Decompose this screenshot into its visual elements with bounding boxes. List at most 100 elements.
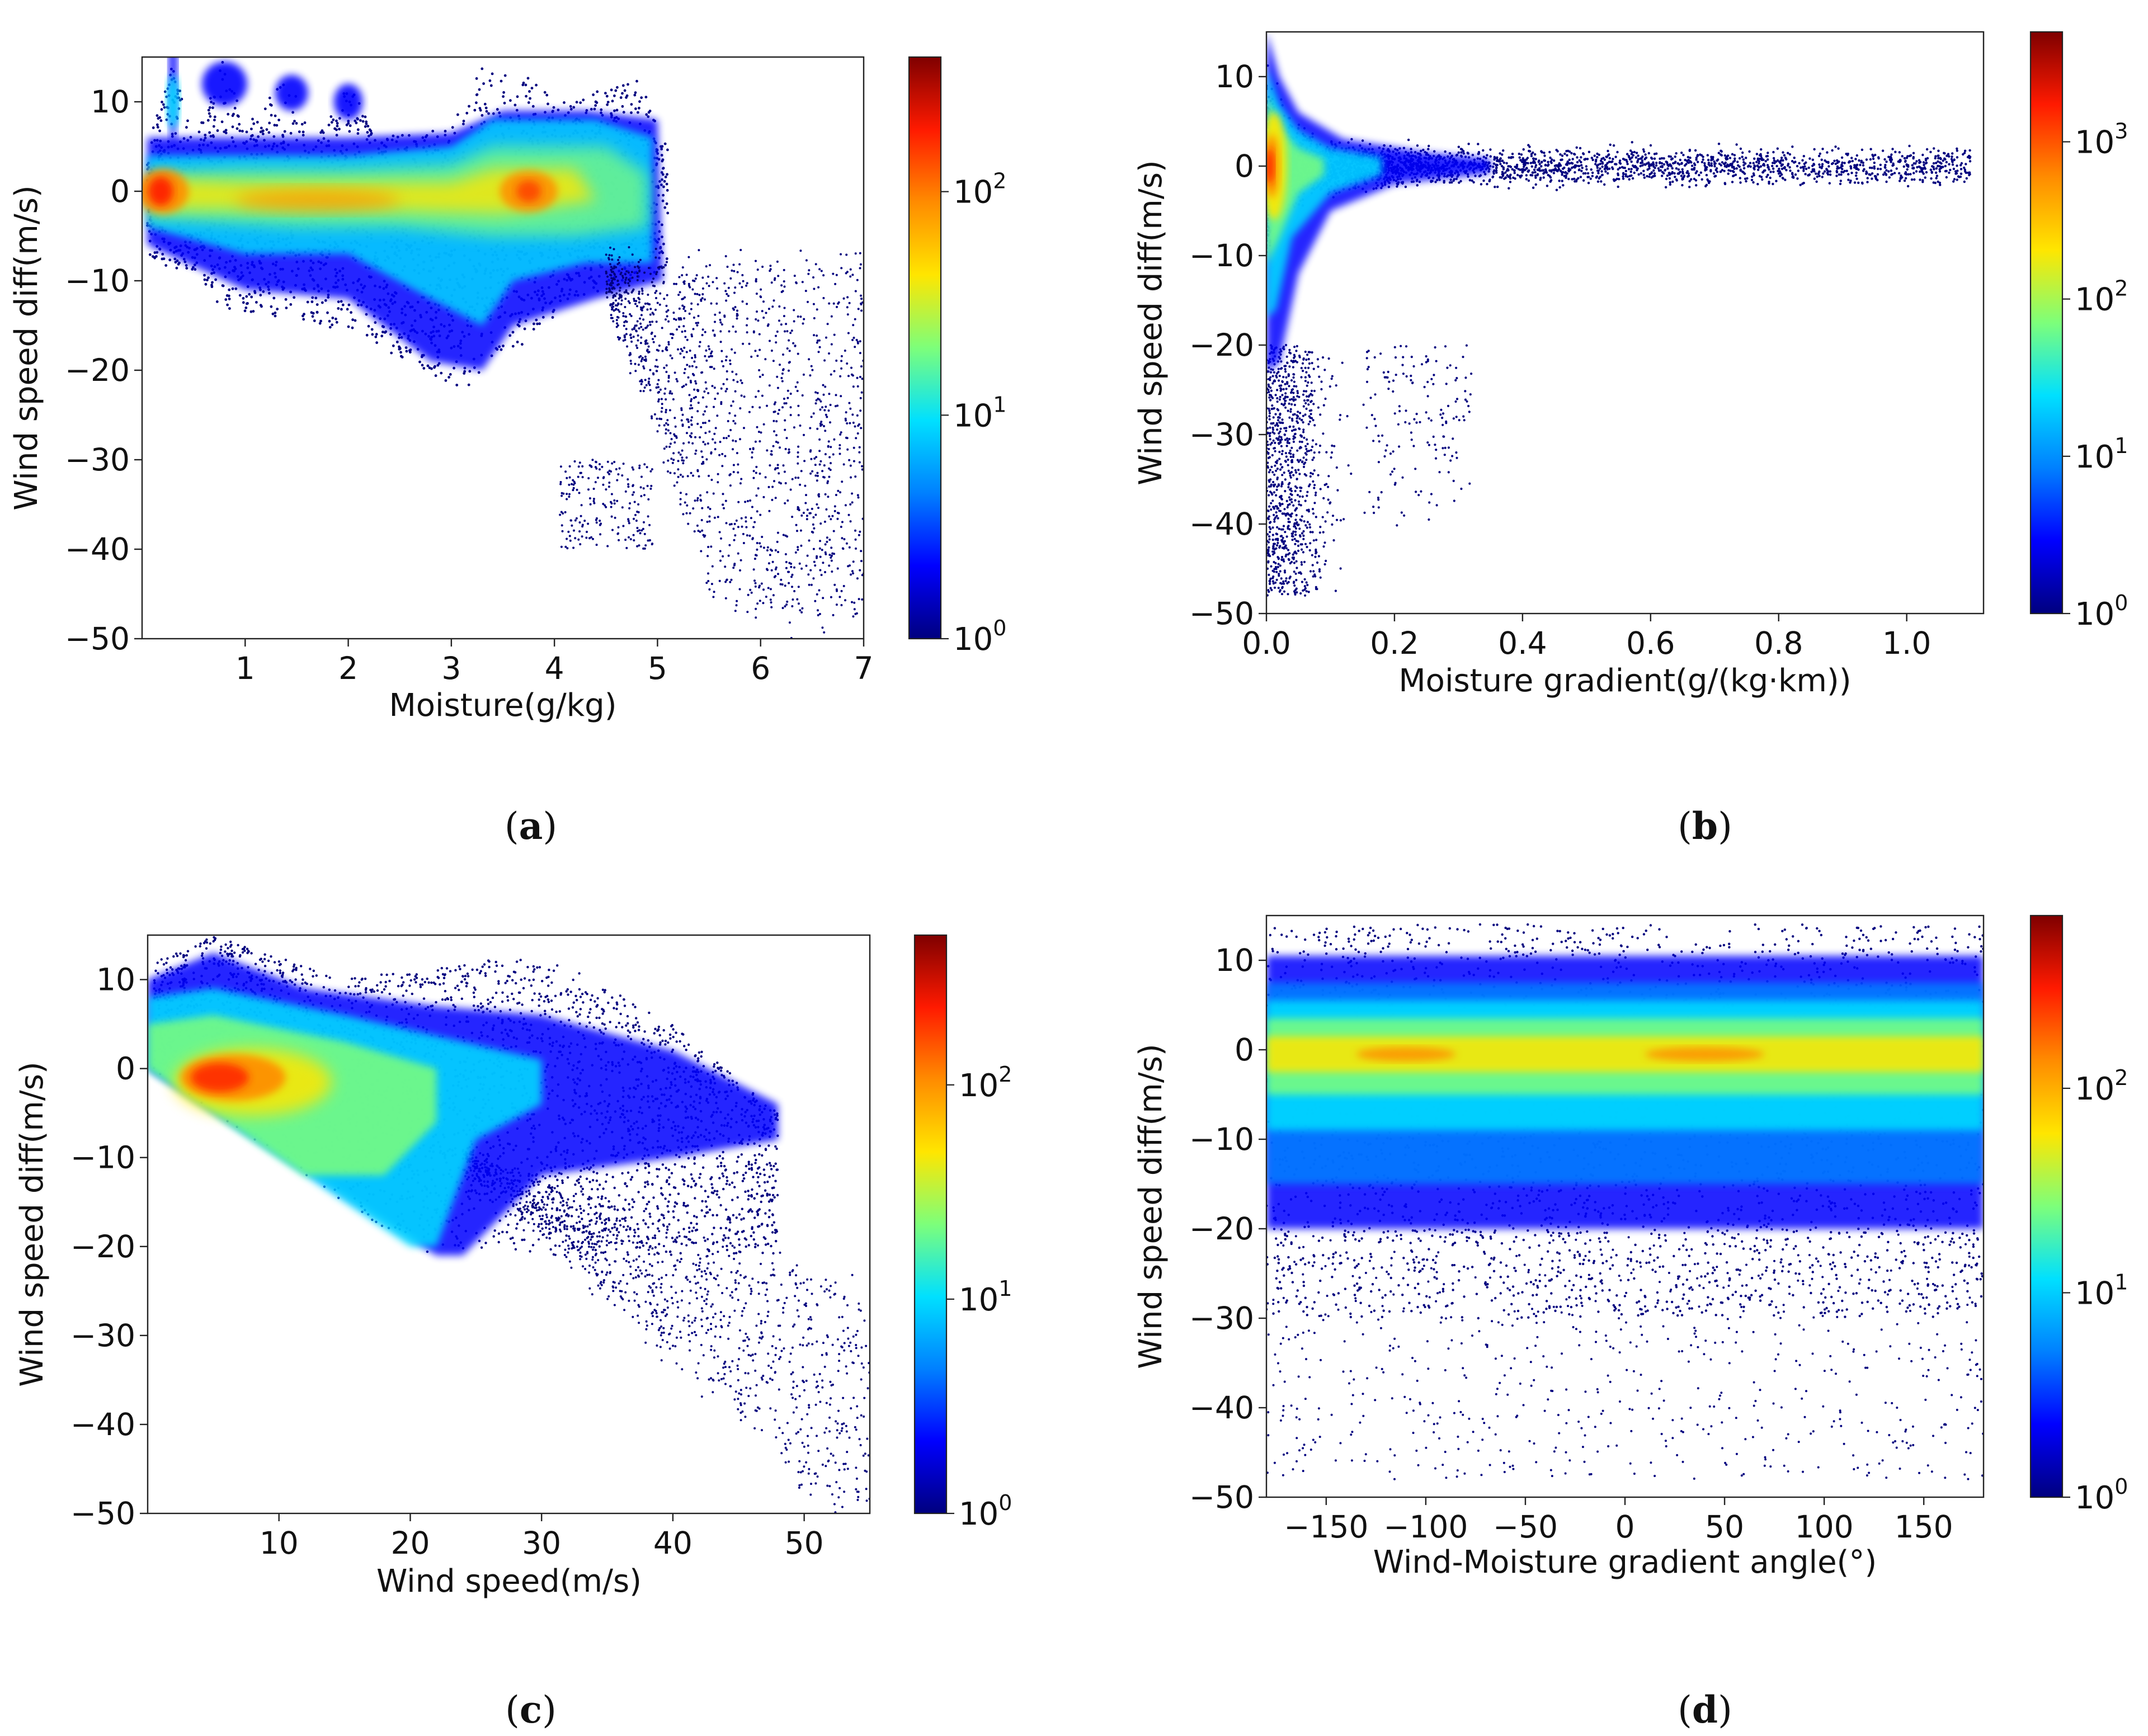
scatter-point xyxy=(780,323,783,326)
scatter-point xyxy=(773,403,776,405)
scatter-point xyxy=(809,569,812,572)
scatter-point xyxy=(642,365,645,368)
scatter-point xyxy=(627,282,630,285)
scatter-point xyxy=(759,375,761,378)
scatter-point xyxy=(672,312,675,314)
scatter-point xyxy=(818,438,821,441)
scatter-point xyxy=(533,322,535,326)
scatter-point xyxy=(283,130,286,133)
scatter-point xyxy=(856,376,859,379)
scatter-point xyxy=(746,303,748,305)
scatter-point xyxy=(604,504,606,507)
y-axis-label: Wind speed diff(m/s) xyxy=(8,185,45,511)
scatter-point xyxy=(667,309,670,312)
scatter-point xyxy=(686,432,688,435)
scatter-point xyxy=(753,521,756,523)
scatter-point xyxy=(629,280,631,282)
scatter-point xyxy=(774,411,776,413)
scatter-point xyxy=(795,281,798,284)
scatter-point xyxy=(694,395,697,398)
scatter-point xyxy=(776,441,779,444)
scatter-point xyxy=(645,113,648,116)
scatter-point xyxy=(596,90,599,93)
scatter-point xyxy=(776,464,779,466)
scatter-point xyxy=(668,445,671,448)
scatter-point xyxy=(688,285,690,287)
scatter-point xyxy=(812,577,815,580)
scatter-point xyxy=(840,267,843,270)
scatter-point xyxy=(683,280,686,283)
scatter-point xyxy=(610,266,613,268)
scatter-point xyxy=(797,445,800,448)
scatter-point xyxy=(578,530,581,533)
scatter-point xyxy=(615,108,619,112)
scatter-point xyxy=(356,117,359,121)
scatter-point xyxy=(759,542,761,545)
scatter-point xyxy=(746,331,748,334)
scatter-point xyxy=(291,122,295,125)
scatter-point xyxy=(760,582,763,585)
scatter-point xyxy=(272,296,276,300)
scatter-point xyxy=(847,375,850,378)
scatter-point xyxy=(592,93,595,96)
scatter-point xyxy=(710,350,713,353)
scatter-point xyxy=(667,376,670,379)
scatter-point xyxy=(1771,164,1774,167)
scatter-point xyxy=(837,301,840,304)
scatter-point xyxy=(670,333,672,336)
scatter-point xyxy=(636,347,639,349)
scatter-point xyxy=(828,456,831,459)
scatter-point xyxy=(248,293,251,296)
scatter-point xyxy=(312,312,315,315)
scatter-point xyxy=(682,462,685,465)
scatter-point xyxy=(846,313,849,316)
scatter-point xyxy=(593,107,596,111)
scatter-point xyxy=(620,299,623,302)
scatter-point xyxy=(841,521,844,523)
scatter-point xyxy=(702,422,704,424)
scatter-point xyxy=(720,360,723,362)
scatter-point xyxy=(468,370,472,373)
scatter-point xyxy=(653,413,656,416)
scatter-point xyxy=(746,324,748,327)
scatter-point xyxy=(699,341,701,343)
scatter-point xyxy=(492,112,495,115)
scatter-point xyxy=(644,355,647,358)
scatter-point xyxy=(516,95,519,98)
scatter-point xyxy=(575,101,578,104)
scatter-point xyxy=(592,498,595,500)
scatter-point xyxy=(735,519,738,522)
scatter-point xyxy=(851,492,854,495)
scatter-point xyxy=(268,121,271,125)
scatter-point xyxy=(337,300,340,303)
scatter-point xyxy=(267,131,271,134)
scatter-point xyxy=(824,385,827,388)
scatter-point xyxy=(625,320,628,323)
scatter-point xyxy=(228,288,231,291)
scatter-point xyxy=(825,508,828,511)
scatter-point xyxy=(840,355,843,357)
scatter-point xyxy=(1735,143,1738,146)
scatter-point xyxy=(852,460,855,463)
scatter-point xyxy=(793,309,795,312)
scatter-point xyxy=(1750,178,1754,181)
scatter-point xyxy=(395,341,399,343)
scatter-point xyxy=(845,542,848,545)
scatter-point xyxy=(813,287,816,290)
scatter-point xyxy=(365,313,368,316)
scatter-point xyxy=(329,115,333,118)
scatter-point xyxy=(647,351,650,353)
scatter-point xyxy=(701,507,704,510)
scatter-point xyxy=(767,308,770,310)
scatter-point xyxy=(821,406,823,409)
scatter-point xyxy=(677,294,680,296)
scatter-point xyxy=(797,404,800,407)
scatter-point xyxy=(197,130,201,134)
scatter-point xyxy=(185,126,188,129)
scatter-point xyxy=(829,421,831,424)
scatter-point xyxy=(761,374,764,376)
scatter-point xyxy=(238,129,242,133)
scatter-point xyxy=(640,314,643,317)
scatter-point xyxy=(785,437,788,440)
scatter-point xyxy=(568,535,571,537)
